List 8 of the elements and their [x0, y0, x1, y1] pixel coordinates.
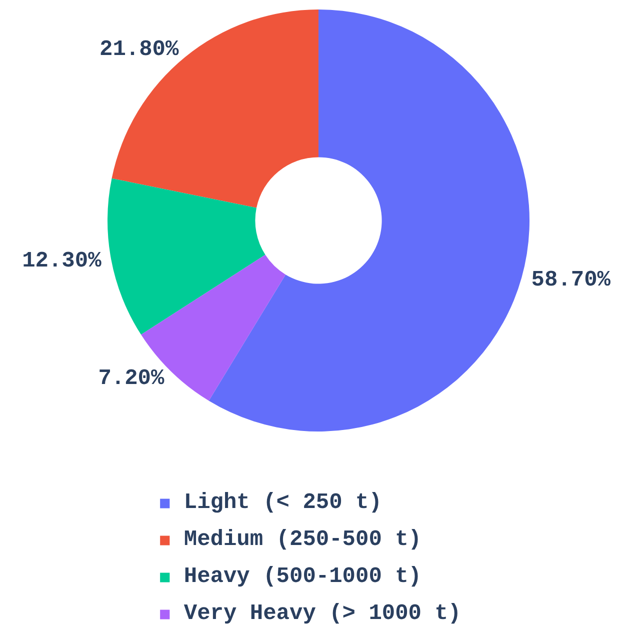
- legend-label: Medium (250-500 t): [184, 527, 422, 552]
- data-label: 21.80%: [99, 36, 180, 62]
- legend-label: Light (< 250 t): [184, 490, 382, 515]
- data-label: 12.30%: [22, 248, 102, 274]
- data-label: 7.20%: [98, 366, 166, 392]
- data-label: 58.70%: [531, 268, 612, 293]
- legend-label: Heavy (500-1000 t): [184, 564, 422, 589]
- legend-label: Very Heavy (> 1000 t): [184, 601, 462, 626]
